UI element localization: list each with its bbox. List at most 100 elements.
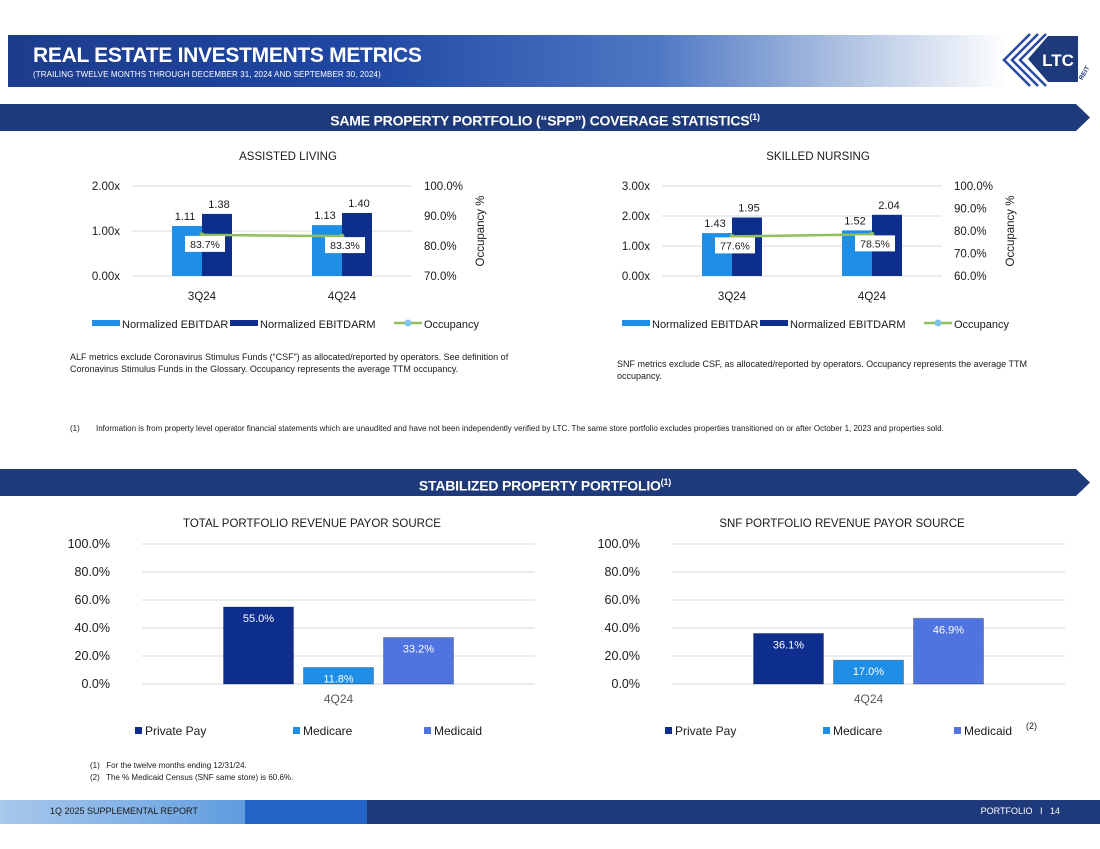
legend-label: Medicaid (964, 724, 1012, 738)
snf-portfolio-payor-chart: SNF PORTFOLIO REVENUE PAYOR SOURCE 0.0% 20… (598, 518, 1065, 738)
section-footnote-ref: (1) (660, 477, 672, 487)
chart-title: SNF PORTFOLIO REVENUE PAYOR SOURCE (719, 518, 965, 530)
bar-value-label: 33.2% (403, 644, 434, 656)
page-title: REAL ESTATE INVESTMENTS METRICS (33, 44, 422, 67)
x-category-label: 3Q24 (718, 291, 747, 303)
legend-swatch (823, 727, 830, 734)
y2-tick-label: 70.0% (424, 271, 457, 283)
y-tick-label: 3.00x (622, 181, 650, 193)
y-tick-label: 80.0% (75, 565, 110, 579)
footer-report-name: 1Q 2025 SUPPLEMENTAL REPORT (50, 806, 198, 816)
assisted-living-chart: ASSISTED LIVING 0.00x 1.00x 2.00x 70.0% 80.0%… (92, 151, 487, 331)
alf-note: ALF metrics exclude Coronavirus Stimulus… (70, 352, 509, 374)
y-tick-label: 0.0% (82, 677, 111, 691)
legend-label: Private Pay (145, 724, 206, 738)
legend-swatch (230, 320, 258, 326)
legend-swatch (954, 727, 961, 734)
legend-swatch (665, 727, 672, 734)
footnote-stabilized-1: (1) For the twelve months ending 12/31/2… (90, 760, 247, 771)
occupancy-label: 78.5% (860, 238, 890, 250)
skilled-nursing-chart: SKILLED NURSING 0.00x 1.00x 2.00x 3.00x 60.0%… (622, 151, 1017, 331)
legend-label: Private Pay (675, 724, 736, 738)
bar-medicaid (383, 637, 454, 685)
bar-value-label: 1.11 (175, 211, 196, 223)
y-tick-label: 0.00x (622, 271, 650, 283)
legend-swatch (404, 319, 412, 327)
y-tick-label: 60.0% (75, 593, 110, 607)
y2-tick-label: 80.0% (954, 226, 987, 238)
y-tick-label: 0.0% (612, 677, 641, 691)
footnote-text: For the twelve months ending 12/31/24. (106, 761, 247, 770)
occupancy-line (201, 233, 343, 238)
y2-tick-label: 60.0% (954, 271, 987, 283)
page-subtitle: (TRAILING TWELVE MONTHS THROUGH DECEMBER… (33, 70, 381, 79)
y-tick-label: 100.0% (598, 537, 640, 551)
bar-medicare (833, 659, 904, 685)
y2-axis-label: Occupancy % (1005, 196, 1017, 267)
y2-axis-label: Occupancy % (475, 196, 487, 267)
y-tick-label: 1.00x (92, 226, 120, 238)
occupancy-label-box (715, 237, 755, 254)
chart-title: TOTAL PORTFOLIO REVENUE PAYOR SOURCE (183, 518, 441, 530)
bar-value-label: 1.40 (348, 198, 369, 210)
legend-swatch (622, 320, 650, 326)
bar-value-label: 2.04 (878, 200, 899, 212)
legend-label: Occupancy (424, 319, 480, 331)
section-title: SAME PROPERTY PORTFOLIO (“SPP”) COVERAGE… (330, 112, 750, 129)
y2-tick-label: 90.0% (424, 211, 457, 223)
bar-value-label: 55.0% (243, 613, 274, 625)
occupancy-label-box (855, 235, 895, 252)
occupancy-label-box (185, 235, 225, 252)
bar-private-pay (753, 632, 824, 685)
occupancy-line (731, 233, 873, 238)
occupancy-label: 77.6% (720, 240, 750, 252)
footnote-number: (1) (70, 424, 80, 433)
legend-label: Medicare (833, 724, 883, 738)
legend-footnote-ref: (2) (1026, 721, 1037, 731)
y-tick-label: 20.0% (605, 649, 640, 663)
footer-bar: 1Q 2025 SUPPLEMENTAL REPORT PORTFOLIO I … (0, 800, 1100, 824)
legend-swatch (293, 727, 300, 734)
occupancy-label: 83.7% (190, 239, 220, 251)
y-tick-label: 2.00x (622, 211, 650, 223)
y-tick-label: 100.0% (68, 537, 110, 551)
bar-value-label: 1.43 (704, 218, 725, 230)
total-portfolio-payor-chart: TOTAL PORTFOLIO REVENUE PAYOR SOURCE 0.0%… (68, 518, 535, 738)
bar-value-label: 1.38 (208, 199, 229, 211)
y-tick-label: 80.0% (605, 565, 640, 579)
footnote-number: (1) (90, 761, 100, 770)
y2-tick-label: 90.0% (954, 204, 987, 216)
legend-label: Normalized EBITDARM (790, 319, 906, 331)
y-tick-label: 2.00x (92, 181, 120, 193)
bar-value-label: 1.95 (738, 203, 759, 215)
legend-swatch (424, 727, 431, 734)
legend-label: Medicaid (434, 724, 482, 738)
bar-private-pay (223, 606, 294, 685)
y2-tick-label: 80.0% (424, 241, 457, 253)
x-category-label: 4Q24 (858, 291, 887, 303)
footnote-stabilized-2: (2) The % Medicaid Census (SNF same stor… (90, 772, 293, 783)
header-banner (8, 35, 1008, 87)
snf-note: SNF metrics exclude CSF, as allocated/re… (617, 359, 1028, 381)
section-bar-spp: SAME PROPERTY PORTFOLIO (“SPP”) COVERAGE… (0, 104, 1090, 131)
chart-title: SKILLED NURSING (766, 151, 870, 163)
legend-swatch (92, 320, 120, 326)
bar-value-label: 11.8% (323, 673, 354, 685)
section-bar-stabilized: STABILIZED PROPERTY PORTFOLIO(1) (0, 469, 1090, 496)
x-category-label: 4Q24 (324, 692, 354, 706)
y2-tick-label: 70.0% (954, 249, 987, 261)
legend-label: Normalized EBITDARM (260, 319, 376, 331)
legend-swatch (135, 727, 142, 734)
occupancy-label: 83.3% (330, 240, 360, 252)
y-tick-label: 40.0% (605, 621, 640, 635)
footnote-text: The % Medicaid Census (SNF same store) i… (106, 773, 294, 782)
bar-medicaid (913, 617, 984, 685)
legend-label: Normalized EBITDAR (652, 319, 758, 331)
footnote-spp: (1) Information is from property level op… (70, 423, 1000, 434)
bar-value-label: 1.13 (314, 210, 335, 222)
y-tick-label: 1.00x (622, 241, 650, 253)
bar-value-label: 1.52 (844, 215, 865, 227)
bar-value-label: 46.9% (933, 624, 964, 636)
ltc-reit-logo: LTC REIT (1002, 33, 1091, 87)
legend-label: Normalized EBITDAR (122, 319, 228, 331)
